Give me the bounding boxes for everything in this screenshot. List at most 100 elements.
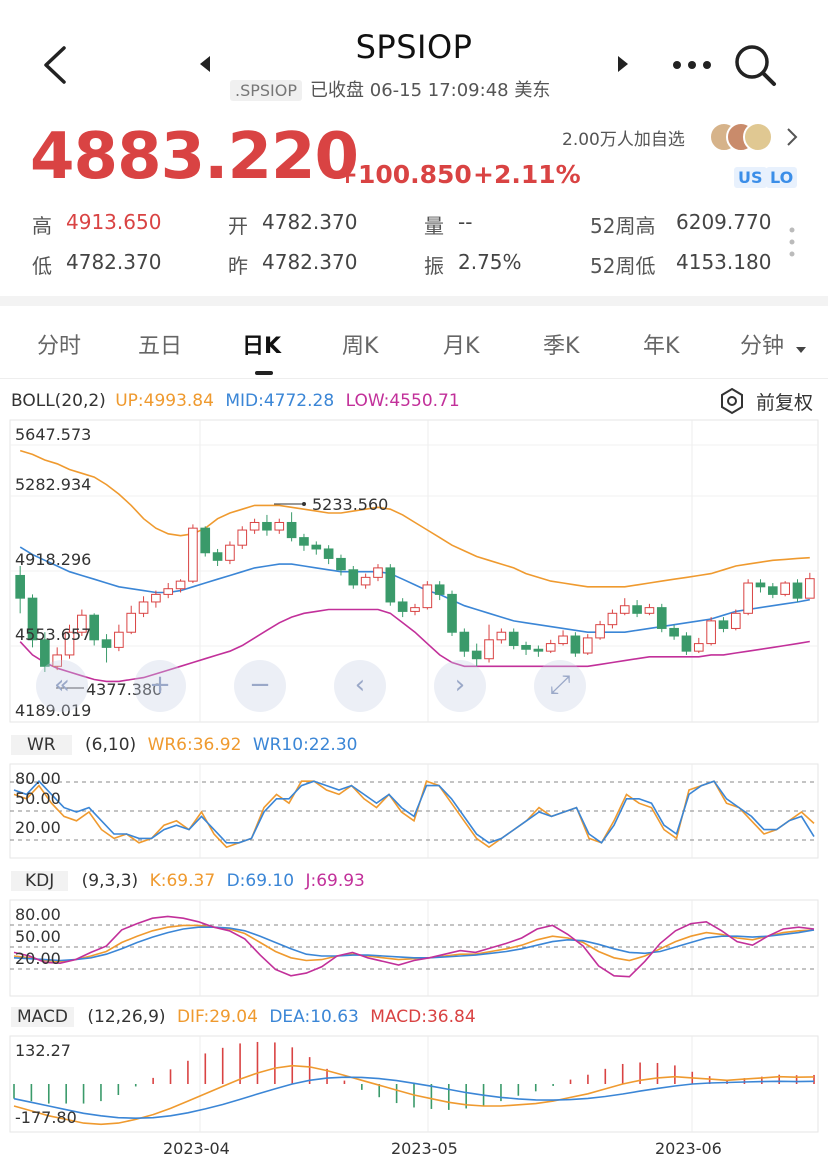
zoom-out-button[interactable]: −: [234, 660, 286, 712]
candle-body: [582, 637, 593, 654]
candle-body: [459, 631, 470, 652]
candle-body: [619, 605, 630, 614]
kdj-j-line: [13, 915, 815, 978]
tab-minute[interactable]: 分钟: [740, 334, 785, 359]
boll-low-line: [19, 608, 810, 683]
candle-body: [274, 521, 285, 531]
candle-body: [792, 582, 803, 599]
candle-body: [755, 582, 766, 588]
stat-value-prev-close: 4782.370: [262, 250, 358, 274]
panel-frame: [9, 899, 819, 997]
macd-name[interactable]: MACD: [11, 1007, 74, 1027]
stat-value-52w-low: 4153.180: [676, 250, 772, 274]
wr-params: (6,10): [85, 735, 137, 755]
candle-body: [607, 612, 618, 626]
candle-body: [323, 548, 334, 559]
boll-mid-line: [19, 546, 810, 634]
candle-body: [89, 614, 100, 641]
fullscreen-button[interactable]: ⤢: [534, 660, 586, 712]
expand-stats-button[interactable]: [786, 224, 798, 260]
kdj-k-value: K:69.37: [149, 871, 216, 891]
kdj-name[interactable]: KDJ: [11, 871, 69, 891]
candle-body: [249, 521, 260, 531]
candle-body: [533, 648, 544, 652]
adjust-mode-button[interactable]: 前复权: [718, 386, 822, 416]
follower-avatars[interactable]: [708, 120, 774, 154]
more-button[interactable]: [670, 52, 714, 78]
zoom-in-button[interactable]: +: [134, 660, 186, 712]
candle-body: [200, 527, 211, 554]
stat-label-52w-low: 52周低: [590, 254, 656, 278]
market-badge-lo: LO: [766, 167, 798, 188]
tab-monthly-k[interactable]: 月K: [443, 334, 480, 359]
wr-name[interactable]: WR: [11, 735, 72, 755]
macd-header: MACD (12,26,9) DIF:29.04 DEA:10.63 MACD:…: [11, 1007, 476, 1027]
candle-body: [471, 650, 482, 660]
high-marker-dot: [302, 502, 306, 506]
candle-body: [706, 620, 716, 645]
prev-symbol-button[interactable]: [196, 54, 214, 74]
settings-icon: [721, 387, 743, 415]
candle-body: [237, 529, 248, 546]
boll-header: BOLL(20,2) UP:4993.84 MID:4772.28 LOW:45…: [11, 391, 460, 411]
stat-value-volume: --: [458, 210, 473, 234]
boll-axis-label: 5647.573: [15, 425, 92, 444]
kdj-k-line: [13, 924, 815, 963]
back-button[interactable]: [36, 40, 76, 90]
boll-axis-label: 4553.657: [15, 625, 92, 644]
wr10-value: WR10:22.30: [252, 735, 358, 755]
candle-body: [767, 586, 778, 595]
tab-five-day[interactable]: 五日: [138, 334, 183, 359]
active-tab-indicator: [255, 371, 273, 375]
search-button[interactable]: [732, 42, 778, 88]
tab-daily-k[interactable]: 日K: [242, 334, 282, 359]
caret-right-icon: [618, 56, 628, 72]
candle-body: [373, 567, 383, 578]
last-price: 4883.220: [30, 120, 359, 194]
candle-body: [496, 631, 507, 641]
kdj-axis-label: 50.00: [15, 927, 61, 946]
wr-header: WR (6,10) WR6:36.92 WR10:22.30: [11, 735, 357, 755]
candle-body: [570, 635, 581, 654]
candle-body: [385, 567, 396, 603]
candle-body: [595, 624, 605, 639]
candle-body: [681, 635, 692, 652]
follow-chevron-button[interactable]: [784, 126, 800, 148]
candle-body: [434, 584, 445, 595]
candle-body: [114, 631, 124, 648]
next-symbol-button[interactable]: [614, 54, 632, 74]
market-status: 已收盘 06-15 17:09:48 美东: [310, 80, 551, 101]
kdj-axis-label: 20.00: [15, 949, 61, 968]
pan-left-button[interactable]: ‹: [334, 660, 386, 712]
candle-body: [175, 580, 186, 590]
plus-icon: +: [149, 670, 171, 700]
candle-body: [521, 644, 531, 650]
macd-dif-line: [13, 1064, 815, 1126]
double-chevron-left-icon: «: [54, 670, 70, 700]
candle-body: [151, 593, 161, 603]
candle-body: [126, 612, 137, 633]
tab-quarterly-k[interactable]: 季K: [543, 334, 580, 359]
symbol-code: .SPSIOP: [230, 80, 303, 101]
candle-body: [15, 574, 25, 599]
stat-value-amplitude: 2.75%: [458, 250, 522, 274]
pan-right-button[interactable]: ›: [434, 660, 486, 712]
tab-intraday[interactable]: 分时: [37, 334, 82, 359]
macd-axis-label: 132.27: [15, 1041, 71, 1060]
boll-up: UP:4993.84: [115, 391, 214, 411]
high-marker-label: 5233.560: [312, 495, 389, 514]
tab-yearly-k[interactable]: 年K: [643, 334, 680, 359]
rewind-button[interactable]: «: [36, 660, 88, 712]
chevron-right-icon: ›: [454, 670, 466, 700]
tab-weekly-k[interactable]: 周K: [342, 334, 379, 359]
candle-body: [718, 620, 729, 629]
kdj-params: (9,3,3): [81, 871, 139, 891]
macd-params: (12,26,9): [87, 1007, 166, 1027]
vertical-dots-icon: [789, 227, 795, 257]
candle-body: [311, 544, 322, 550]
wr-axis-label: 80.00: [15, 769, 61, 788]
candle-body: [508, 631, 519, 646]
follower-count[interactable]: 2.00万人加自选: [562, 130, 685, 150]
kdj-j-value: J:69.93: [305, 871, 365, 891]
